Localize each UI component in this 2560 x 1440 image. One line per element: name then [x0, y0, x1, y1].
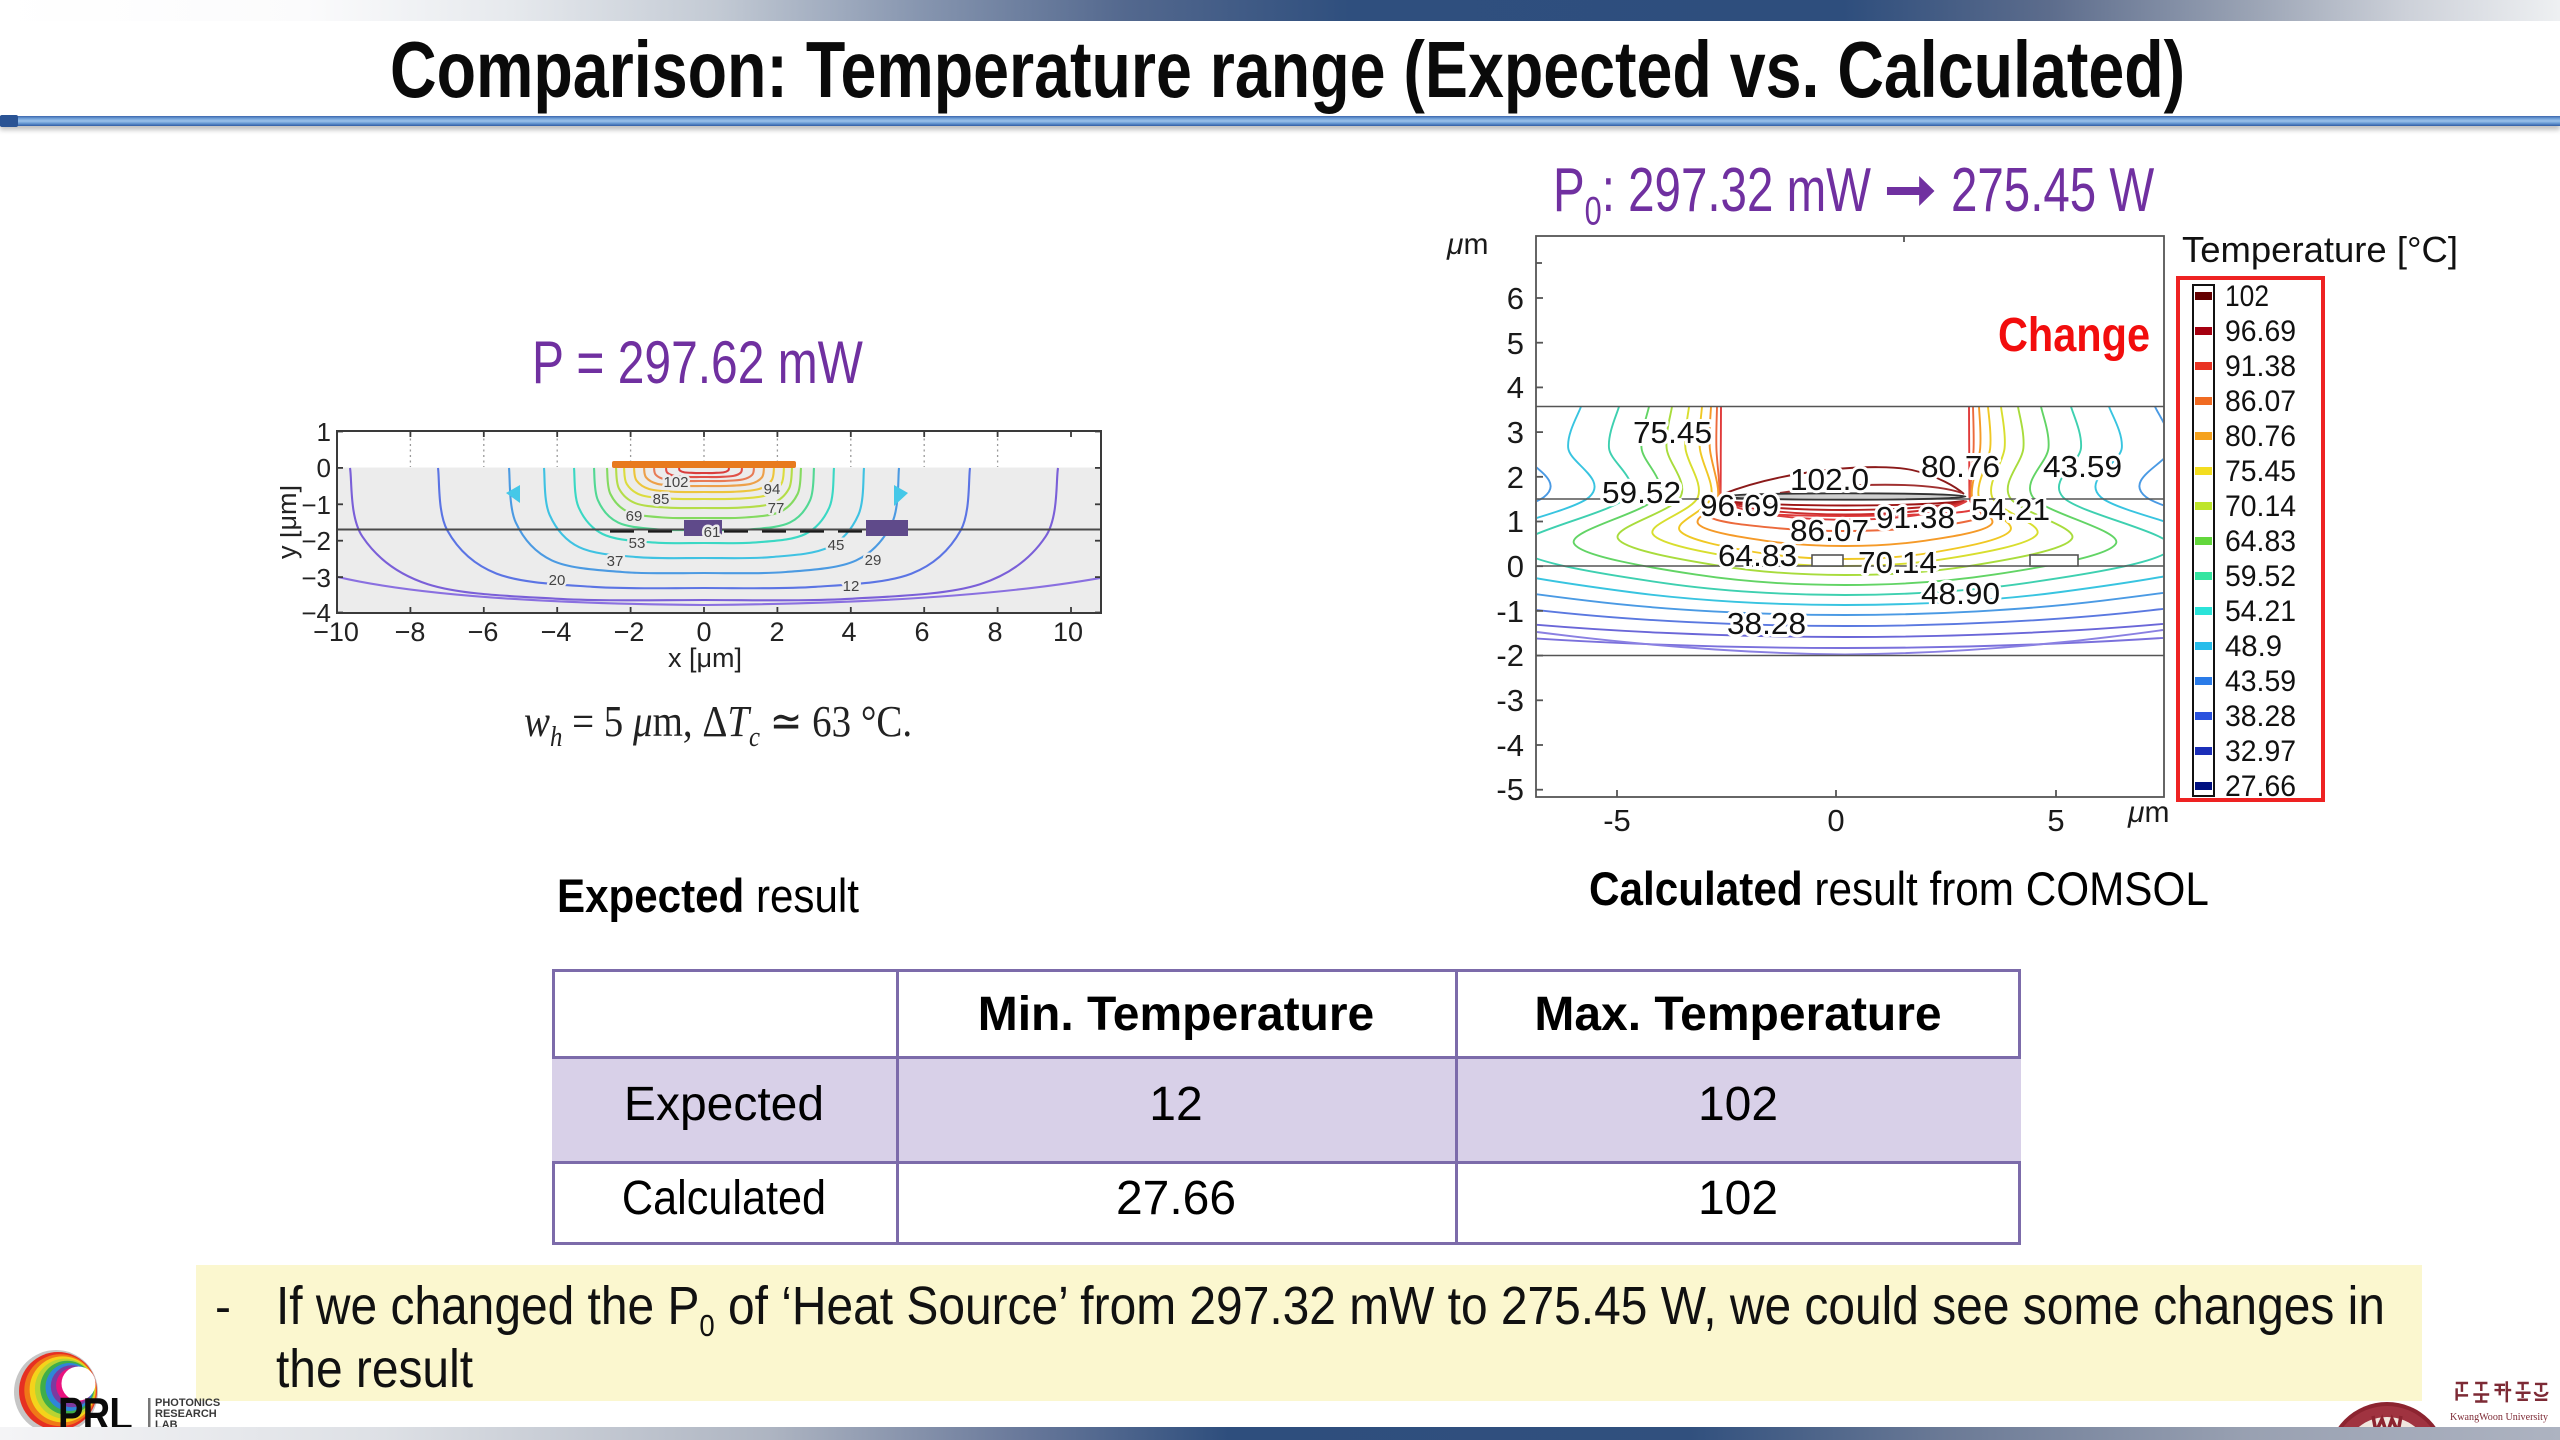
svg-text:-3: -3: [1496, 683, 1524, 718]
svg-text:−1: −1: [301, 490, 331, 520]
svg-text:85: 85: [653, 491, 670, 508]
svg-text:−8: −8: [395, 617, 426, 647]
svg-text:−3: −3: [301, 563, 331, 593]
svg-text:-4: -4: [1496, 728, 1524, 763]
svg-text:59.52: 59.52: [2225, 560, 2296, 593]
svg-text:0: 0: [1507, 549, 1524, 584]
svg-text:−2: −2: [614, 617, 645, 647]
svg-text:59.52: 59.52: [1602, 475, 1681, 510]
svg-text:Change: Change: [1998, 309, 2150, 362]
svg-text:1: 1: [317, 417, 331, 447]
svg-text:27.66: 27.66: [2225, 770, 2296, 803]
svg-text:−4: −4: [541, 617, 572, 647]
svg-text:3: 3: [1507, 415, 1524, 450]
svg-text:86.07: 86.07: [1790, 513, 1869, 548]
svg-text:75.45: 75.45: [2225, 455, 2296, 488]
svg-text:64.83: 64.83: [2225, 525, 2296, 558]
svg-text:45: 45: [828, 537, 845, 554]
svg-text:77: 77: [768, 500, 785, 517]
svg-text:5: 5: [1507, 326, 1524, 361]
svg-text:43.59: 43.59: [2043, 449, 2122, 484]
svg-text:0: 0: [1827, 803, 1844, 838]
svg-text:KwangWoon University: KwangWoon University: [2450, 1412, 2549, 1423]
svg-text:102: 102: [2225, 280, 2269, 313]
svg-text:PHOTONICS: PHOTONICS: [155, 1397, 220, 1409]
svg-text:6: 6: [1507, 281, 1524, 316]
svg-text:-1: -1: [1496, 594, 1524, 629]
svg-text:70.14: 70.14: [2225, 490, 2296, 523]
svg-text:0: 0: [696, 617, 711, 647]
svg-text:4: 4: [841, 617, 856, 647]
svg-text:-2: -2: [1496, 638, 1524, 673]
svg-text:43.59: 43.59: [2225, 665, 2296, 698]
svg-text:70.14: 70.14: [1858, 545, 1937, 580]
svg-text:RESEARCH: RESEARCH: [155, 1408, 217, 1420]
svg-text:48.9: 48.9: [2225, 630, 2282, 663]
svg-text:75.45: 75.45: [1633, 415, 1712, 450]
svg-text:64.83: 64.83: [1718, 538, 1797, 573]
svg-text:38.28: 38.28: [1727, 606, 1806, 641]
svg-text:-5: -5: [1496, 772, 1524, 807]
svg-text:80.76: 80.76: [2225, 420, 2296, 453]
svg-text:20: 20: [549, 572, 566, 589]
svg-text:91.38: 91.38: [2225, 350, 2296, 383]
svg-text:10: 10: [1053, 617, 1083, 647]
svg-text:54.21: 54.21: [1971, 492, 2050, 527]
svg-text:1: 1: [1507, 504, 1524, 539]
svg-text:−4: −4: [301, 598, 331, 628]
svg-text:96.69: 96.69: [1700, 488, 1779, 523]
svg-text:−2: −2: [301, 526, 331, 556]
svg-text:29: 29: [865, 552, 882, 569]
svg-text:91.38: 91.38: [1876, 500, 1955, 535]
svg-text:6: 6: [914, 617, 929, 647]
svg-text:102: 102: [663, 474, 688, 491]
svg-text:y [μm]: y [μm]: [280, 485, 302, 559]
svg-text:32.97: 32.97: [2225, 735, 2296, 768]
svg-text:96.69: 96.69: [2225, 315, 2296, 348]
svg-text:4: 4: [1507, 370, 1524, 405]
svg-text:μm: μm: [1446, 228, 1488, 261]
svg-text:37: 37: [607, 553, 624, 570]
svg-text:−6: −6: [468, 617, 499, 647]
svg-text:2: 2: [769, 617, 784, 647]
svg-text:53: 53: [629, 535, 646, 552]
svg-text:94: 94: [764, 481, 781, 498]
svg-text:-5: -5: [1603, 803, 1631, 838]
svg-text:80.76: 80.76: [1921, 449, 2000, 484]
svg-text:0: 0: [317, 453, 331, 483]
svg-text:86.07: 86.07: [2225, 385, 2296, 418]
svg-text:5: 5: [2047, 803, 2064, 838]
svg-text:69: 69: [626, 508, 643, 525]
svg-text:54.21: 54.21: [2225, 595, 2296, 628]
svg-text:2: 2: [1507, 460, 1524, 495]
svg-text:−10: −10: [313, 617, 359, 647]
svg-text:8: 8: [987, 617, 1002, 647]
svg-text:48.90: 48.90: [1921, 576, 2000, 611]
svg-text:12: 12: [843, 578, 860, 595]
svg-text:μm: μm: [2127, 796, 2169, 829]
svg-text:38.28: 38.28: [2225, 700, 2296, 733]
svg-text:Temperature [°C]: Temperature [°C]: [2182, 229, 2458, 270]
svg-text:x [μm]: x [μm]: [668, 643, 742, 673]
svg-text:102.0: 102.0: [1790, 462, 1869, 497]
svg-text:61: 61: [704, 524, 721, 541]
